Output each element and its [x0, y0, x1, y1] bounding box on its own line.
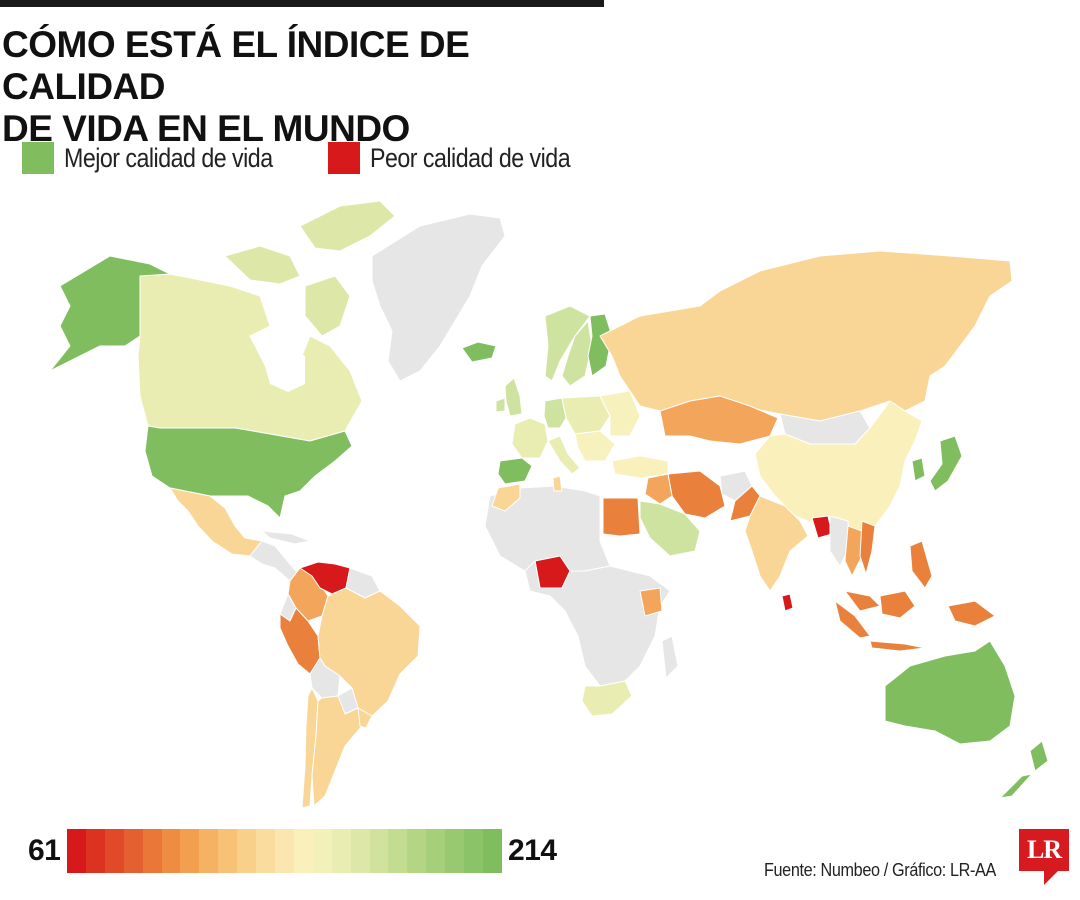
region-japan — [929, 435, 963, 492]
region-ireland — [495, 397, 506, 413]
scale-step-13 — [312, 829, 332, 873]
scale-step-16 — [369, 829, 389, 873]
region-sri-lanka — [781, 593, 794, 612]
scale-step-2 — [104, 829, 124, 873]
legend-better: Mejor calidad de vida — [22, 142, 307, 174]
region-turkey — [611, 455, 669, 479]
region-iraq — [644, 473, 673, 505]
region-usa — [144, 425, 353, 519]
scale-step-6 — [180, 829, 200, 873]
chart-title: CÓMO ESTÁ EL ÍNDICE DE CALIDAD DE VIDA E… — [2, 24, 642, 150]
legend-worse: Peor calidad de vida — [328, 142, 603, 174]
scale-step-18 — [407, 829, 427, 873]
region-canada — [137, 273, 363, 442]
world-map — [0, 196, 1080, 816]
region-canada-islands — [224, 245, 301, 285]
region-morocco — [491, 483, 521, 512]
region-saudi — [639, 500, 701, 557]
scale-step-5 — [161, 829, 181, 873]
world-map-svg — [49, 200, 1049, 809]
scale-step-22 — [482, 829, 502, 873]
scale-step-21 — [464, 829, 483, 873]
region-china — [754, 400, 923, 537]
scale-step-17 — [388, 829, 408, 873]
region-kenya — [639, 587, 663, 617]
region-new-zealand-2 — [999, 773, 1033, 799]
source-credit: Fuente: Numbeo / Gráfico: LR-AA — [764, 860, 996, 880]
region-indonesia-4 — [947, 600, 996, 627]
region-france — [511, 417, 549, 459]
region-russia — [599, 250, 1013, 422]
region-philippines — [909, 540, 933, 589]
scale-step-3 — [123, 829, 143, 873]
legend-worse-swatch — [328, 142, 360, 174]
region-new-zealand — [1029, 740, 1049, 772]
region-india — [744, 495, 809, 592]
scale-step-14 — [331, 829, 351, 873]
region-norway — [544, 305, 591, 382]
region-uruguay — [357, 707, 373, 729]
region-bolivia — [309, 657, 341, 699]
title-line-1: CÓMO ESTÁ EL ÍNDICE DE CALIDAD — [2, 24, 470, 107]
region-spain — [497, 457, 533, 485]
lr-logo-tail — [1044, 871, 1058, 885]
region-central-america — [249, 540, 301, 582]
region-sweden — [561, 320, 593, 387]
region-tunisia — [552, 475, 563, 492]
scale-step-4 — [142, 829, 162, 873]
region-greenland — [371, 213, 506, 382]
region-hudson-bay — [262, 344, 305, 392]
legend-worse-label: Peor calidad de vida — [370, 142, 571, 173]
scale-max-label: 214 — [508, 834, 557, 867]
region-italy — [547, 435, 581, 475]
region-uk — [504, 377, 523, 417]
region-finland — [587, 313, 613, 377]
scale-step-1 — [85, 829, 105, 873]
region-south-africa — [581, 680, 633, 717]
region-argentina — [311, 695, 363, 807]
region-australia — [884, 640, 1016, 745]
region-indonesia-2 — [879, 590, 916, 619]
scale-step-15 — [350, 829, 370, 873]
scale-step-20 — [445, 829, 465, 873]
lr-logo: LR — [1019, 829, 1069, 871]
scale-step-11 — [274, 829, 294, 873]
legend-better-swatch — [22, 142, 54, 174]
region-central-africa — [524, 560, 671, 687]
scale-step-12 — [293, 829, 313, 873]
region-bangladesh — [811, 515, 833, 539]
region-indonesia-1 — [834, 600, 871, 639]
region-korea — [911, 457, 926, 482]
color-scale-bar — [67, 829, 502, 873]
region-egypt — [602, 497, 641, 537]
scale-step-10 — [256, 829, 275, 873]
region-madagascar — [661, 635, 679, 679]
region-iceland — [461, 341, 497, 363]
scale-step-19 — [426, 829, 446, 873]
region-thailand — [844, 525, 863, 577]
scale-step-9 — [237, 829, 257, 873]
region-canada-islands-2 — [299, 200, 396, 252]
region-malaysia — [844, 590, 881, 612]
region-cuba — [261, 530, 311, 545]
region-balkans — [574, 430, 616, 462]
top-rule — [0, 0, 604, 7]
scale-step-0 — [67, 829, 86, 873]
scale-step-8 — [218, 829, 238, 873]
region-iran — [667, 470, 726, 519]
scale-min-label: 61 — [28, 834, 61, 867]
scale-step-7 — [199, 829, 219, 873]
region-mexico — [169, 487, 263, 557]
region-vietnam — [859, 520, 876, 575]
region-indonesia-3 — [869, 640, 926, 652]
region-canada-islands-3 — [304, 275, 351, 337]
legend-better-label: Mejor calidad de vida — [64, 142, 273, 173]
